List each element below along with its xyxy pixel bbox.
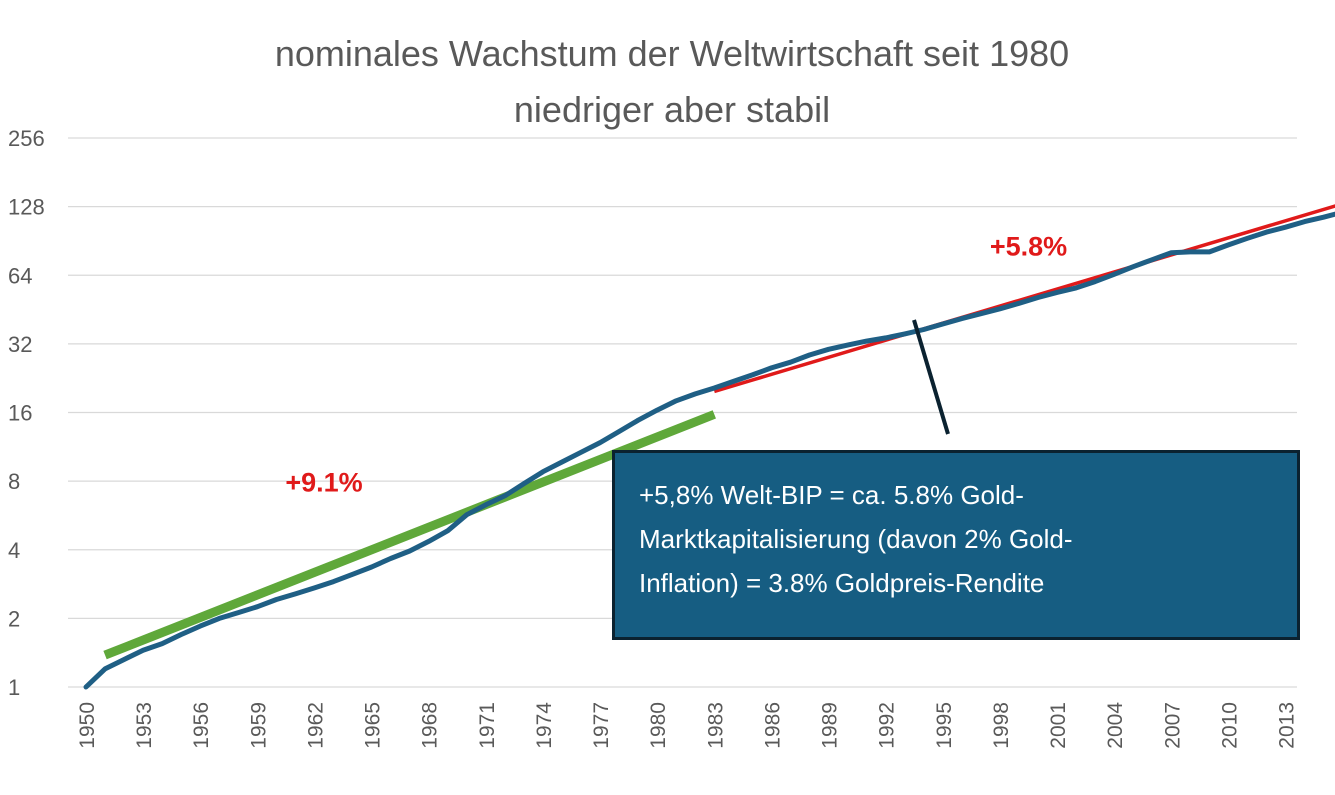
y-axis-ticks: 256 128 64 32 16 8 4 2 1 (8, 126, 45, 700)
x-tick-label: 1995 (933, 702, 956, 749)
x-tick-label: 2013 (1276, 702, 1299, 749)
x-tick-label: 1953 (133, 702, 156, 749)
x-tick-label: 2007 (1161, 702, 1184, 749)
x-tick-label: 1971 (476, 702, 499, 749)
chart-title-line-1: nominales Wachstum der Weltwirtschaft se… (275, 33, 1069, 74)
x-tick-label: 1989 (819, 702, 842, 749)
callout-pointer (912, 319, 950, 435)
y-tick-label: 256 (8, 126, 45, 151)
x-tick-label: 2016 (1333, 702, 1335, 749)
x-tick-label: 1977 (590, 702, 613, 749)
callout-line-2: Marktkapitalisierung (davon 2% Gold- (639, 524, 1073, 554)
growth-label-late: +5.8% (990, 232, 1067, 262)
x-tick-label: 1998 (990, 702, 1013, 749)
series-line (83, 211, 1335, 690)
x-tick-label: 1950 (76, 702, 99, 749)
callout-text: +5,8% Welt-BIP = ca. 5.8% Gold- Marktkap… (639, 473, 1281, 605)
callout-line-3: Inflation) = 3.8% Goldpreis-Rendite (639, 568, 1045, 598)
growth-label-early: +9.1% (285, 468, 362, 498)
y-tick-label: 64 (8, 263, 32, 288)
x-axis-ticks: 1950 1953 1956 1959 1962 1965 1968 1971 1974 1977… (76, 702, 1335, 749)
series-group (83, 211, 1335, 690)
y-tick-label: 2 (8, 606, 20, 631)
y-tick-label: 8 (8, 469, 20, 494)
callout-box: +5,8% Welt-BIP = ca. 5.8% Gold- Marktkap… (612, 450, 1300, 640)
x-tick-label: 1980 (647, 702, 670, 749)
y-tick-label: 16 (8, 401, 32, 426)
x-tick-label: 1968 (419, 702, 442, 749)
x-tick-label: 2010 (1218, 702, 1241, 749)
x-tick-label: 2001 (1047, 702, 1070, 749)
y-tick-label: 128 (8, 195, 45, 220)
callout-line-1: +5,8% Welt-BIP = ca. 5.8% Gold- (639, 480, 1024, 510)
x-tick-label: 1956 (190, 702, 213, 749)
y-tick-label: 4 (8, 538, 20, 563)
y-tick-label: 1 (8, 675, 20, 700)
x-tick-label: 1983 (704, 702, 727, 749)
x-tick-label: 1959 (247, 702, 270, 749)
x-tick-label: 1962 (304, 702, 327, 749)
x-tick-label: 1965 (362, 702, 385, 749)
x-tick-label: 1986 (761, 702, 784, 749)
chart-title-line-2: niedriger aber stabil (514, 89, 830, 130)
x-tick-label: 2004 (1104, 702, 1127, 749)
y-tick-label: 32 (8, 332, 32, 357)
x-tick-label: 1974 (533, 702, 556, 749)
x-tick-label: 1992 (876, 702, 899, 749)
